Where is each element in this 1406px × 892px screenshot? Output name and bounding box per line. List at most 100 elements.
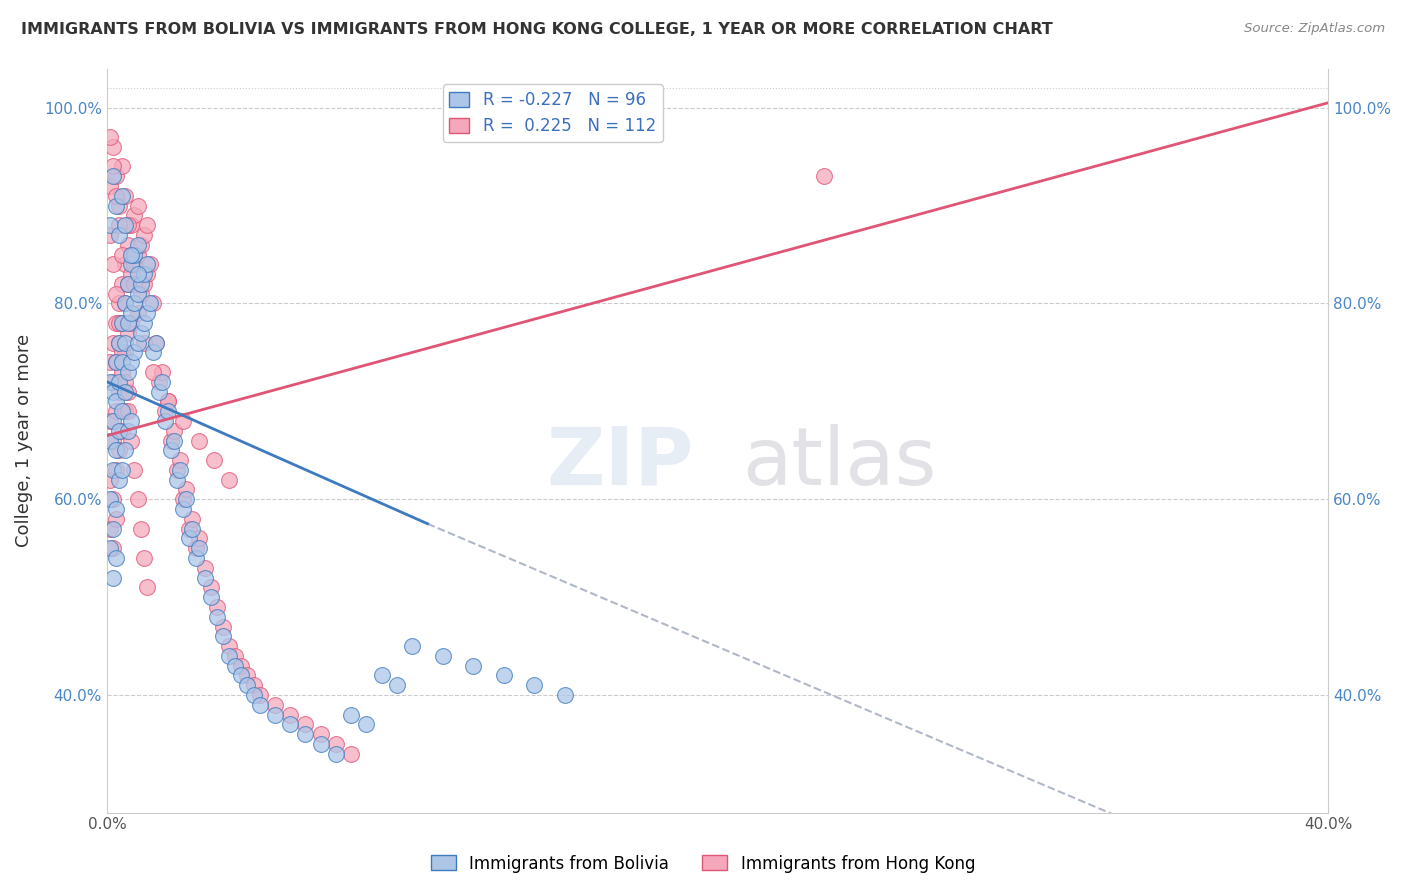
Point: [114, 375, 136, 389]
Point: [163, 434, 186, 448]
Point: [356, 717, 378, 731]
Point: [124, 208, 146, 222]
Point: [124, 277, 146, 291]
Point: [132, 267, 155, 281]
Point: [98, 355, 121, 369]
Point: [160, 443, 183, 458]
Point: [172, 492, 194, 507]
Point: [371, 668, 394, 682]
Point: [249, 698, 271, 712]
Point: [105, 512, 128, 526]
Point: [145, 335, 167, 350]
Point: [105, 188, 128, 202]
Point: [101, 522, 124, 536]
Point: [554, 688, 576, 702]
Point: [184, 551, 207, 566]
Point: [325, 737, 347, 751]
Point: [105, 394, 128, 409]
Point: [264, 698, 287, 712]
Point: [108, 375, 131, 389]
Point: [242, 678, 264, 692]
Point: [153, 404, 176, 418]
Point: [181, 512, 204, 526]
Point: [212, 629, 235, 643]
Point: [114, 443, 136, 458]
Point: [150, 365, 173, 379]
Point: [294, 727, 316, 741]
Point: [120, 257, 142, 271]
Point: [111, 345, 134, 359]
Point: [187, 532, 209, 546]
Point: [463, 658, 485, 673]
Point: [294, 717, 316, 731]
Point: [108, 443, 131, 458]
Point: [432, 648, 454, 663]
Point: [111, 404, 134, 418]
Point: [117, 424, 139, 438]
Point: [129, 286, 152, 301]
Point: [218, 639, 240, 653]
Point: [114, 218, 136, 232]
Point: [117, 277, 139, 291]
Point: [111, 277, 134, 291]
Point: [124, 257, 146, 271]
Point: [98, 414, 121, 428]
Y-axis label: College, 1 year or more: College, 1 year or more: [15, 334, 32, 547]
Point: [105, 443, 128, 458]
Point: [108, 384, 131, 399]
Point: [117, 237, 139, 252]
Point: [120, 306, 142, 320]
Point: [278, 707, 301, 722]
Point: [98, 375, 121, 389]
Point: [200, 590, 222, 604]
Point: [108, 424, 131, 438]
Point: [129, 326, 152, 340]
Point: [142, 296, 165, 310]
Point: [212, 619, 235, 633]
Point: [127, 286, 149, 301]
Point: [117, 326, 139, 340]
Point: [101, 492, 124, 507]
Point: [132, 335, 155, 350]
Point: [111, 160, 134, 174]
Point: [242, 688, 264, 702]
Point: [111, 424, 134, 438]
Point: [132, 551, 155, 566]
Point: [114, 296, 136, 310]
Point: [117, 218, 139, 232]
Point: [218, 648, 240, 663]
Point: [108, 335, 131, 350]
Point: [101, 414, 124, 428]
Point: [120, 247, 142, 261]
Point: [127, 198, 149, 212]
Point: [108, 198, 131, 212]
Point: [101, 434, 124, 448]
Point: [249, 688, 271, 702]
Point: [135, 267, 157, 281]
Point: [98, 522, 121, 536]
Point: [117, 316, 139, 330]
Point: [111, 316, 134, 330]
Point: [105, 502, 128, 516]
Point: [813, 169, 835, 184]
Point: [172, 414, 194, 428]
Point: [132, 277, 155, 291]
Point: [124, 296, 146, 310]
Point: [114, 345, 136, 359]
Point: [309, 737, 332, 751]
Point: [108, 316, 131, 330]
Point: [98, 434, 121, 448]
Point: [231, 658, 253, 673]
Point: [120, 355, 142, 369]
Point: [114, 188, 136, 202]
Point: [179, 532, 201, 546]
Legend: Immigrants from Bolivia, Immigrants from Hong Kong: Immigrants from Bolivia, Immigrants from…: [425, 848, 981, 880]
Point: [157, 394, 180, 409]
Point: [114, 384, 136, 399]
Point: [98, 218, 121, 232]
Point: [98, 492, 121, 507]
Point: [129, 522, 152, 536]
Text: atlas: atlas: [742, 424, 936, 502]
Point: [169, 453, 191, 467]
Point: [166, 473, 188, 487]
